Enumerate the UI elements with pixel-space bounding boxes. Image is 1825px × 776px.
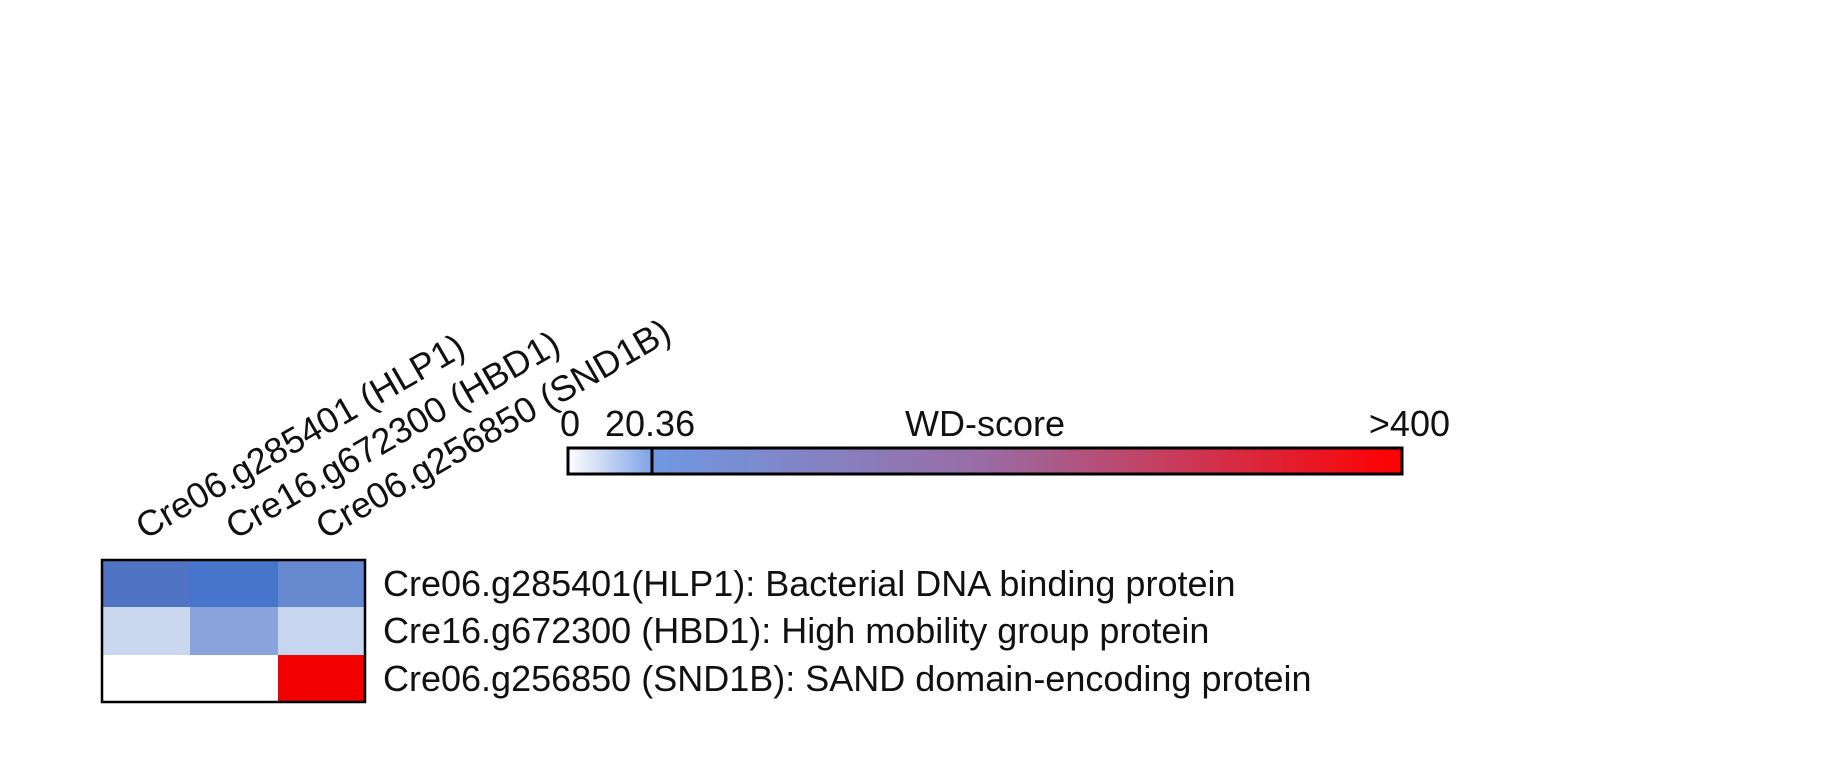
heatmap-cell-r2-c2 [278, 655, 365, 702]
heatmap-border [100, 558, 367, 704]
heatmap-cell-r0-c1 [190, 560, 278, 607]
colorbar-low-segment [568, 448, 652, 474]
heatmap-cell-r2-c1 [190, 655, 278, 702]
heatmap-cell-r0-c2 [278, 560, 365, 607]
row-label-snd1b: Cre06.g256850 (SND1B): SAND domain-encod… [383, 658, 1312, 699]
heatmap-cell-r1-c2 [278, 607, 365, 655]
heatmap-cell-r1-c0 [102, 607, 190, 655]
colorbar-high-segment [652, 448, 1402, 474]
colorbar-threshold-label: 20.36 [605, 403, 695, 444]
heatmap-cell-r0-c0 [102, 560, 190, 607]
colorbar-legend: 0 20.36 WD-score >400 [560, 403, 1450, 476]
heatmap-grid [100, 558, 367, 704]
colorbar-max-label: >400 [1369, 403, 1450, 444]
colorbar-title: WD-score [905, 403, 1065, 444]
colorbar-min-label: 0 [560, 403, 580, 444]
heatmap-cell-r1-c1 [190, 607, 278, 655]
heatmap-cell-r2-c0 [102, 655, 190, 702]
column-labels: Cre06.g285401 (HLP1) Cre16.g672300 (HBD1… [129, 310, 678, 547]
colorbar-border [566, 446, 1404, 476]
row-label-hbd1: Cre16.g672300 (HBD1): High mobility grou… [383, 610, 1209, 651]
row-labels: Cre06.g285401(HLP1): Bacterial DNA bindi… [383, 563, 1312, 699]
row-label-hlp1: Cre06.g285401(HLP1): Bacterial DNA bindi… [383, 563, 1236, 604]
